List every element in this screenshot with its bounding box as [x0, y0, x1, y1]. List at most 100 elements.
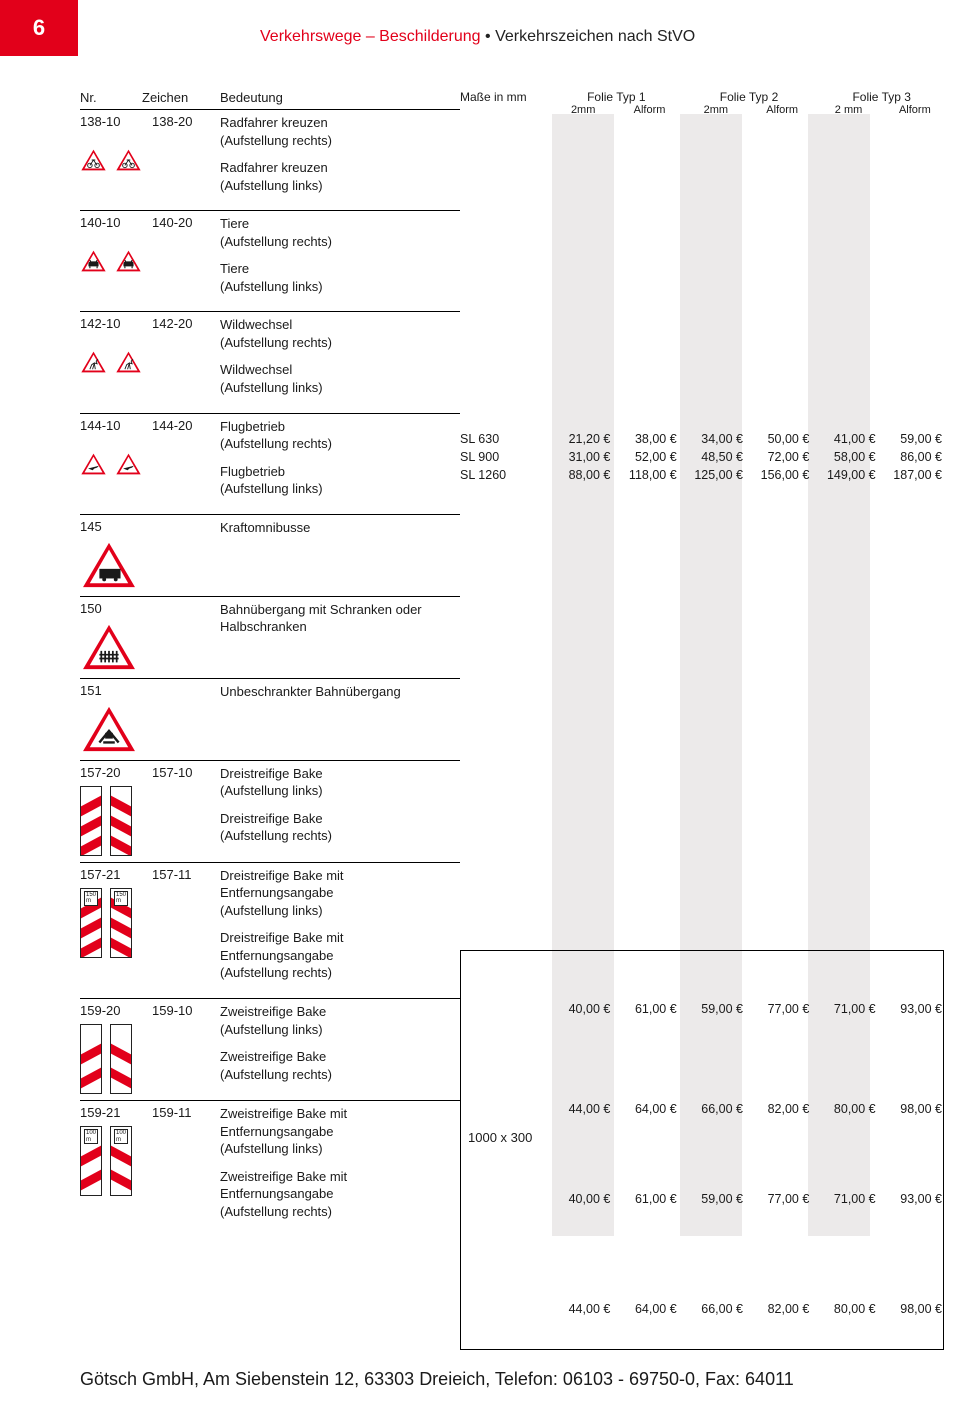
signs-listing: Nr. Zeichen Bedeutung 138-10 138-20 Radf… — [80, 90, 460, 1236]
desc-sub: (Aufstellung rechts) — [220, 1066, 460, 1084]
desc-sub: (Aufstellung rechts) — [220, 132, 460, 150]
price-value: 59,00 € — [683, 1000, 749, 1018]
desc-sub: (Aufstellung rechts) — [220, 964, 460, 982]
hdr-sub: 2mm — [683, 104, 749, 117]
sign-code: 140-10 — [80, 215, 142, 230]
desc-sub: (Aufstellung links) — [220, 278, 460, 296]
desc-sub: (Aufstellung rechts) — [220, 827, 460, 845]
sign-description: Dreistreifige Bake (Aufstellung rechts) — [220, 810, 460, 845]
desc-title: Dreistreifige Bake mit Entfernungsangabe — [220, 867, 460, 902]
sign-code: 159-10 — [152, 1003, 214, 1018]
sign-code: 151 — [80, 683, 142, 698]
price-value: 149,00 € — [815, 466, 881, 484]
sign-code: 140-20 — [152, 215, 214, 230]
price-value: 44,00 € — [550, 1100, 616, 1118]
desc-sub: (Aufstellung rechts) — [220, 1203, 460, 1221]
price-dimension-label: 1000 x 300 — [468, 1130, 532, 1145]
sign-entry: 140-10 140-20 Tiere (Aufstellung rechts)… — [80, 210, 460, 311]
sign-description: Zweistreifige Bake (Aufstellung links) — [220, 1003, 460, 1038]
price-value: 64,00 € — [616, 1300, 682, 1318]
sign-description: Wildwechsel (Aufstellung links) — [220, 361, 460, 396]
warning-triangle-icon — [80, 704, 138, 754]
hdr-folie-1: Folie Typ 1 — [550, 90, 683, 104]
desc-title: Tiere — [220, 215, 460, 233]
price-value: 61,00 € — [616, 1000, 682, 1018]
sign-description: Tiere (Aufstellung links) — [220, 260, 460, 295]
price-value: 38,00 € — [616, 430, 682, 448]
title-bullet: • — [485, 28, 491, 45]
sign-description: Radfahrer kreuzen (Aufstellung links) — [220, 159, 460, 194]
bake-sign-icon — [80, 1024, 102, 1094]
desc-title: Wildwechsel — [220, 361, 460, 379]
desc-title: Dreistreifige Bake — [220, 810, 460, 828]
hdr-masse: Maße in mm — [460, 90, 550, 118]
price-value: 82,00 € — [749, 1100, 815, 1118]
desc-sub: (Aufstellung rechts) — [220, 233, 460, 251]
sign-code: 157-21 — [80, 867, 142, 882]
price-value: 80,00 € — [815, 1300, 881, 1318]
price-row: 44,00 €64,00 €66,00 €82,00 €80,00 €98,00… — [460, 1300, 948, 1318]
hdr-sub: Alform — [882, 104, 948, 117]
pricing-area: Maße in mm Folie Typ 1 2mmAlform Folie T… — [460, 90, 948, 1236]
hdr-sub: Alform — [749, 104, 815, 117]
price-value: 98,00 € — [882, 1100, 948, 1118]
title-category-red: Verkehrswege – Beschilderung — [260, 28, 481, 45]
price-row: 40,00 €61,00 €59,00 €77,00 €71,00 €93,00… — [460, 1190, 948, 1208]
price-value: 98,00 € — [882, 1300, 948, 1318]
warning-triangle-icon — [115, 337, 142, 387]
sign-code: 157-10 — [152, 765, 214, 780]
price-value: 58,00 € — [815, 448, 881, 466]
bake-sign-icon — [110, 786, 132, 856]
warning-triangle-icon — [80, 439, 107, 489]
desc-sub: (Aufstellung links) — [220, 1140, 460, 1158]
desc-title: Dreistreifige Bake mit Entfernungsangabe — [220, 929, 460, 964]
bake-sign-icon — [110, 1024, 132, 1094]
desc-sub: (Aufstellung links) — [220, 177, 460, 195]
sign-description: Flugbetrieb (Aufstellung rechts) — [220, 418, 460, 453]
price-value: 77,00 € — [749, 1000, 815, 1018]
sign-code: 145 — [80, 519, 142, 534]
price-value: 41,00 € — [815, 430, 881, 448]
price-value: 93,00 € — [882, 1000, 948, 1018]
price-value: 34,00 € — [683, 430, 749, 448]
price-value: 66,00 € — [683, 1100, 749, 1118]
sign-description: Tiere (Aufstellung rechts) — [220, 215, 460, 250]
sign-description: Zweistreifige Bake (Aufstellung rechts) — [220, 1048, 460, 1083]
desc-sub: (Aufstellung rechts) — [220, 435, 460, 453]
sign-description: Unbeschrankter Bahnübergang — [220, 683, 460, 701]
warning-triangle-icon — [80, 540, 138, 590]
sign-description: Bahnübergang mit Schranken oder Halbschr… — [220, 601, 460, 636]
bake-sign-icon — [110, 1126, 132, 1196]
price-value: 52,00 € — [616, 448, 682, 466]
warning-triangle-icon — [80, 622, 138, 672]
price-block-sl: SL 630 21,20 €38,00 €34,00 €50,00 €41,00… — [460, 430, 948, 484]
desc-title: Zweistreifige Bake — [220, 1003, 460, 1021]
sign-entry: 151 Unbeschrankter Bahnübergang — [80, 678, 460, 760]
title-category-black: Verkehrszeichen nach StVO — [495, 28, 695, 45]
sign-description: Dreistreifige Bake mit Entfernungsangabe… — [220, 929, 460, 982]
sign-description: Zweistreifige Bake mit Entfernungsangabe… — [220, 1168, 460, 1221]
desc-sub: (Aufstellung links) — [220, 1021, 460, 1039]
page-number-tab: 6 — [0, 0, 78, 56]
bake-sign-icon — [80, 786, 102, 856]
price-value: 21,20 € — [550, 430, 616, 448]
hdr-sub: Alform — [616, 104, 682, 117]
desc-sub: (Aufstellung links) — [220, 480, 460, 498]
price-value: 64,00 € — [616, 1100, 682, 1118]
desc-title: Radfahrer kreuzen — [220, 159, 460, 177]
sign-code: 150 — [80, 601, 142, 616]
sign-entry: 159-21 159-11 Zweistreifige Bake mit Ent… — [80, 1100, 460, 1236]
price-size: SL 900 — [460, 448, 550, 466]
sign-code: 144-20 — [152, 418, 214, 433]
price-value: 80,00 € — [815, 1100, 881, 1118]
desc-title: Bahnübergang mit Schranken oder Halbschr… — [220, 601, 460, 636]
price-value: 88,00 € — [550, 466, 616, 484]
desc-sub: (Aufstellung links) — [220, 902, 460, 920]
price-row: 44,00 €64,00 €66,00 €82,00 €80,00 €98,00… — [460, 1100, 948, 1118]
desc-title: Zweistreifige Bake mit Entfernungsangabe — [220, 1168, 460, 1203]
price-value: 71,00 € — [815, 1190, 881, 1208]
desc-title: Flugbetrieb — [220, 418, 460, 436]
price-row: SL 1260 88,00 €118,00 €125,00 €156,00 €1… — [460, 466, 948, 484]
price-value: 77,00 € — [749, 1190, 815, 1208]
sign-code: 142-10 — [80, 316, 142, 331]
